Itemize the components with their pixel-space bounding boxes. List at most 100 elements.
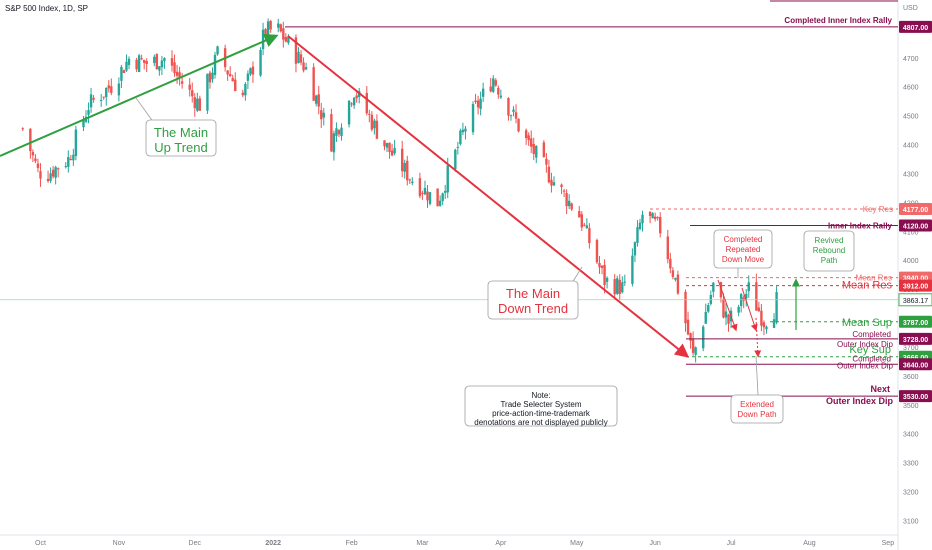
- candle-body: [578, 211, 581, 218]
- level-text: Completed: [852, 354, 891, 363]
- candle-body: [385, 142, 389, 148]
- candle-body: [266, 21, 270, 35]
- note-callout-box: [464, 385, 618, 427]
- candle-body: [580, 214, 584, 228]
- y-tick-label: 4700: [903, 56, 919, 63]
- candle-body: [686, 319, 690, 335]
- candle-body: [105, 87, 108, 98]
- candle-body: [406, 160, 409, 181]
- candle-body: [408, 179, 411, 181]
- candle-body: [689, 333, 692, 341]
- candle-body: [206, 73, 209, 111]
- revived-callout-box: [803, 230, 855, 272]
- candle-body: [170, 58, 174, 66]
- candle-body: [173, 62, 176, 74]
- x-tick-label: Nov: [113, 540, 126, 547]
- candle-body: [198, 98, 202, 111]
- price-label-text: 4807.00: [903, 25, 928, 32]
- x-tick-label: Oct: [35, 540, 46, 547]
- candle-body: [633, 242, 637, 256]
- candle-body: [175, 71, 179, 76]
- candle-body: [99, 99, 103, 101]
- candle-body: [653, 216, 657, 219]
- level-text: Completed: [852, 330, 891, 339]
- note-callout-text: Trade Selecter System: [500, 400, 581, 409]
- candle-body: [547, 166, 551, 183]
- candle-body: [228, 74, 232, 77]
- candle-body: [355, 95, 358, 99]
- chart-title: S&P 500 Index, 1D, SP: [5, 4, 89, 13]
- candle-body: [314, 95, 318, 104]
- candle-body: [476, 100, 480, 108]
- price-label-text: 3728.00: [903, 337, 928, 344]
- candle-body: [423, 187, 427, 195]
- price-label-box: [899, 20, 932, 33]
- up-trend-callout-text: Up Trend: [154, 140, 207, 155]
- candle-body: [335, 128, 338, 136]
- x-tick-label: Jul: [727, 540, 736, 547]
- candle-body: [461, 129, 465, 133]
- candle-body: [72, 154, 75, 161]
- candle-body: [241, 92, 245, 96]
- candle-body: [21, 128, 24, 130]
- level-text: Key Sup: [849, 344, 891, 356]
- candle-body: [403, 162, 406, 172]
- candle-body: [674, 277, 677, 280]
- x-tick-label: Mar: [416, 540, 429, 547]
- level-text: Completed Inner Index Rally: [784, 16, 892, 25]
- candle-body: [373, 120, 376, 129]
- y-tick-label: 3100: [903, 518, 919, 525]
- candle-body: [259, 49, 262, 76]
- candle-body: [89, 94, 93, 108]
- candle-body: [684, 291, 687, 324]
- candle-body: [370, 114, 374, 130]
- candle-body: [29, 128, 32, 152]
- up-trend-callout-box: [145, 119, 217, 157]
- candle-body: [550, 179, 553, 186]
- candle-body: [567, 200, 571, 207]
- candle-body: [246, 73, 250, 81]
- candle-body: [294, 37, 298, 64]
- candle-body: [178, 72, 181, 79]
- candle-body: [648, 211, 652, 216]
- candle-body: [188, 84, 191, 90]
- revived-callout-text: Revived: [815, 236, 844, 245]
- revived-callout-text: Path: [821, 256, 837, 265]
- candle-body: [712, 282, 715, 292]
- candles-group: [21, 18, 778, 363]
- candle-body: [388, 142, 391, 152]
- candle-body: [160, 60, 164, 68]
- candle-body: [524, 130, 528, 139]
- candle-body: [722, 299, 725, 318]
- extended-down-arrow: [754, 317, 762, 358]
- y-tick-label: 4600: [903, 85, 919, 92]
- candle-body: [535, 145, 538, 158]
- price-label-box: [899, 279, 932, 292]
- candle-body: [120, 66, 123, 81]
- note-callout-text: Note:: [531, 391, 550, 400]
- candle-body: [474, 100, 477, 103]
- candle-body: [153, 56, 156, 64]
- candle-body: [56, 168, 60, 170]
- candle-body: [595, 240, 599, 263]
- candle-body: [158, 66, 161, 71]
- candle-body: [765, 326, 768, 330]
- candle-body: [211, 72, 214, 80]
- candle-body: [512, 109, 515, 112]
- x-tick-label: 2022: [265, 540, 281, 547]
- candle-body: [562, 190, 566, 192]
- up-trend-line: [0, 34, 279, 157]
- candle-body: [401, 148, 404, 172]
- price-label-text: 3912.00: [903, 284, 928, 291]
- down-trend-line: [287, 35, 690, 358]
- note-callout-text: price-action-time-trademark: [492, 409, 591, 418]
- candle-body: [436, 188, 439, 207]
- candle-body: [54, 167, 57, 178]
- y-tick-label: 3700: [903, 345, 919, 352]
- candle-body: [312, 67, 315, 101]
- candle-body: [456, 146, 460, 148]
- y-tick-label: 4000: [903, 258, 919, 265]
- candle-body: [226, 70, 229, 75]
- candle-body: [446, 165, 449, 193]
